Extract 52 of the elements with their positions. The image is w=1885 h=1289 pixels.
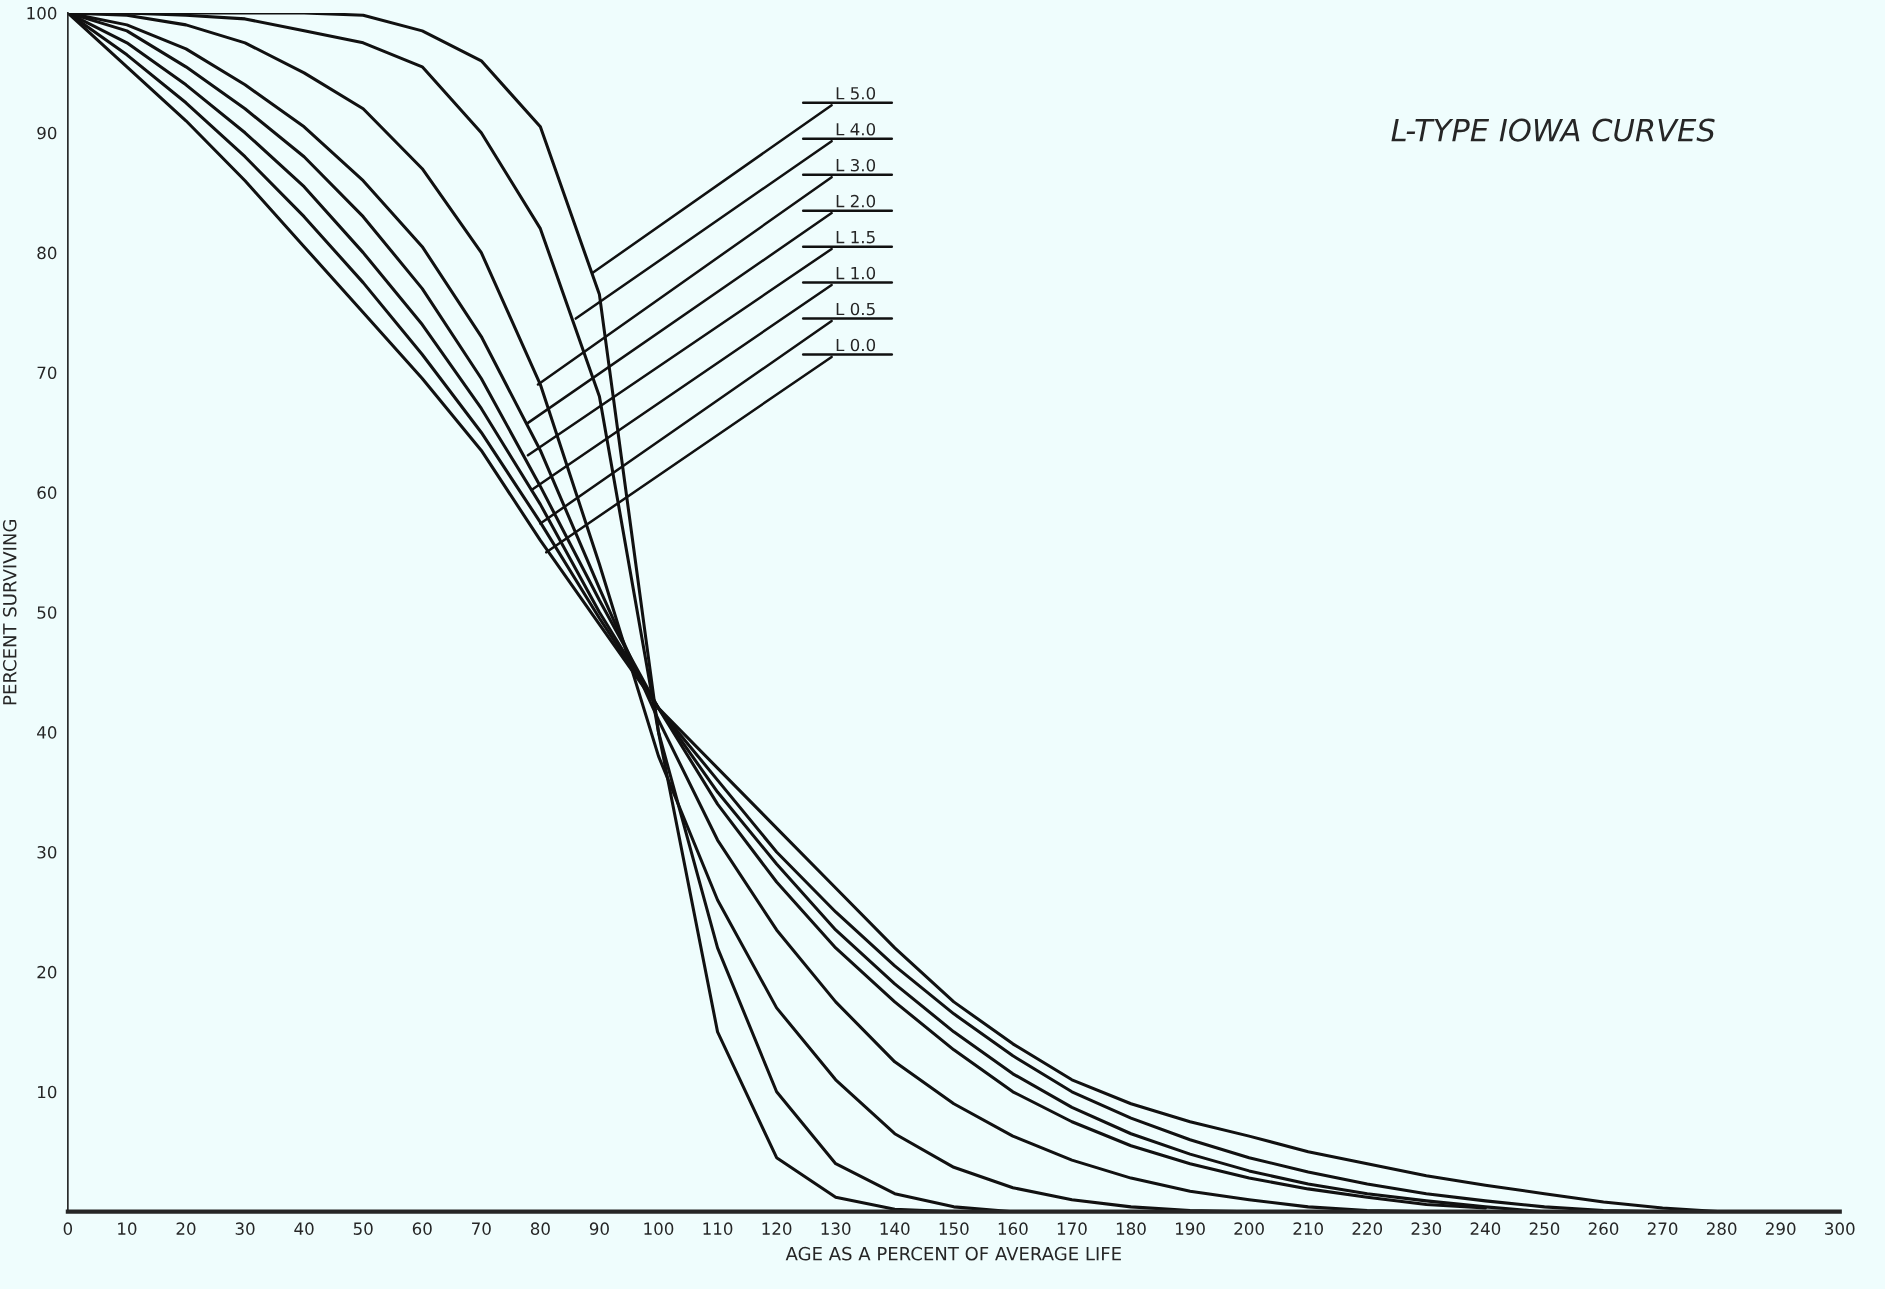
y-tick-label: 40 — [37, 726, 57, 739]
y-tick-label: 30 — [37, 845, 57, 859]
x-tick-label: 210 — [1293, 1222, 1323, 1235]
x-tick-label: 250 — [1529, 1222, 1560, 1235]
y-axis-title: PERCENT SURVIVING — [2, 520, 17, 705]
x-tick-label: 50 — [353, 1222, 373, 1235]
x-tick-label: 300 — [1825, 1222, 1855, 1235]
annotation: L 0.5 — [836, 302, 875, 316]
annotation: L 0.0 — [836, 338, 876, 352]
x-tick-label: 80 — [530, 1222, 550, 1235]
annotation: L 1.0 — [836, 266, 876, 280]
x-tick-label: 240 — [1470, 1222, 1501, 1235]
x-tick-label: 110 — [703, 1222, 733, 1235]
x-tick-label: 130 — [821, 1222, 851, 1235]
x-tick-label: 290 — [1766, 1222, 1796, 1235]
x-tick-label: 260 — [1588, 1222, 1619, 1235]
x-tick-label: 220 — [1352, 1222, 1383, 1235]
annotation: L 4.0 — [836, 122, 876, 136]
y-tick-label: 50 — [37, 606, 57, 619]
annotation: L 5.0 — [836, 86, 876, 100]
x-axis-title: AGE AS A PERCENT OF AVERAGE LIFE — [785, 1246, 1121, 1261]
x-tick-label: 30 — [235, 1222, 255, 1235]
x-tick-label: 270 — [1647, 1222, 1678, 1235]
y-tick-label: 70 — [37, 366, 57, 380]
x-tick-label: 120 — [762, 1222, 792, 1235]
x-tick-label: 170 — [1057, 1222, 1087, 1235]
x-tick-label: 100 — [644, 1222, 674, 1235]
x-tick-label: 140 — [880, 1222, 910, 1235]
annotation: L 2.0 — [836, 194, 876, 208]
y-tick-label: 20 — [37, 965, 57, 979]
y-tick-label: 60 — [37, 486, 57, 499]
y-tick-label: 10 — [38, 1085, 57, 1099]
x-tick-label: 200 — [1234, 1222, 1264, 1235]
annotation: L 3.0 — [836, 158, 876, 172]
text: L-TYPE IOWA CURVES — [1391, 118, 1715, 142]
x-tick-label: 280 — [1706, 1222, 1737, 1235]
x-tick-label: 190 — [1175, 1222, 1205, 1235]
y-tick-label: 100 — [27, 6, 57, 20]
x-tick-label: 20 — [176, 1222, 196, 1235]
x-tick-label: 160 — [998, 1222, 1028, 1235]
x-tick-label: 90 — [589, 1222, 609, 1235]
y-tick-label: 90 — [37, 126, 57, 140]
annotation: L 1.5 — [836, 231, 875, 244]
x-tick-label: 40 — [294, 1222, 314, 1235]
x-tick-label: 10 — [118, 1222, 137, 1235]
x-tick-label: 230 — [1411, 1222, 1442, 1235]
x-tick-label: 70 — [472, 1222, 491, 1235]
x-tick-label: 180 — [1116, 1222, 1146, 1235]
x-tick-label: 0 — [63, 1222, 73, 1235]
x-tick-label: 60 — [412, 1222, 432, 1235]
x-tick-label: 150 — [939, 1222, 969, 1235]
y-tick-label: 80 — [37, 246, 57, 260]
